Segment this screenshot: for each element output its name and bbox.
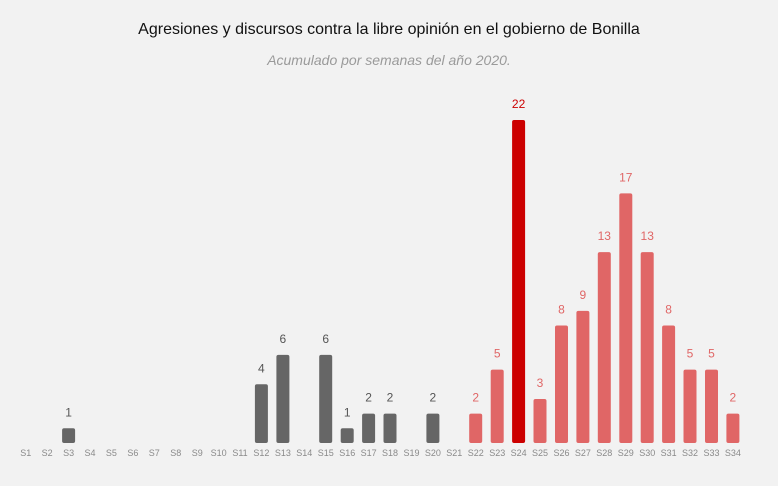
x-tick-label: S19 [403, 448, 419, 458]
x-tick-label: S13 [275, 448, 291, 458]
x-tick-label: S3 [63, 448, 74, 458]
data-label: 2 [387, 391, 394, 405]
data-label: 3 [537, 376, 544, 390]
bar [340, 428, 354, 443]
x-tick-label: S34 [725, 448, 741, 458]
x-tick-label: S9 [192, 448, 203, 458]
x-tick-label: S15 [318, 448, 334, 458]
x-tick-label: S27 [575, 448, 591, 458]
x-tick-label: S12 [253, 448, 269, 458]
data-label: 2 [365, 391, 372, 405]
x-tick-label: S2 [42, 448, 53, 458]
data-label: 1 [65, 405, 72, 419]
bar [426, 413, 440, 443]
bar [383, 413, 397, 443]
x-tick-label: S14 [296, 448, 312, 458]
data-label: 5 [687, 347, 694, 361]
x-tick-label: S23 [489, 448, 505, 458]
bar [62, 428, 76, 443]
x-tick-label: S24 [511, 448, 527, 458]
bar [726, 413, 740, 443]
data-label: 2 [730, 391, 737, 405]
data-label: 1 [344, 405, 351, 419]
x-tick-label: S26 [553, 448, 569, 458]
bar [469, 413, 483, 443]
bar [276, 354, 290, 443]
bar [533, 399, 547, 443]
bar [619, 193, 633, 443]
x-tick-label: S1 [20, 448, 31, 458]
x-tick-label: S7 [149, 448, 160, 458]
x-tick-label: S17 [361, 448, 377, 458]
bar [319, 354, 333, 443]
bar [705, 369, 718, 443]
chart-title: Agresiones y discursos contra la libre o… [138, 21, 640, 38]
data-label: 9 [580, 288, 587, 302]
bar [576, 310, 590, 443]
data-label: 6 [322, 332, 329, 346]
data-label: 17 [619, 170, 633, 184]
data-label: 2 [430, 391, 437, 405]
x-tick-label: S10 [211, 448, 227, 458]
bar [362, 413, 376, 443]
bar [683, 369, 697, 443]
chart-subtitle: Acumulado por semanas del año 2020. [267, 52, 511, 68]
x-tick-label: S32 [682, 448, 698, 458]
x-tick-label: S33 [703, 448, 719, 458]
data-label: 2 [472, 391, 479, 405]
x-tick-label: S21 [446, 448, 462, 458]
x-tick-label: S4 [84, 448, 95, 458]
x-tick-label: S16 [339, 448, 355, 458]
bar [597, 252, 611, 443]
x-tick-label: S28 [596, 448, 612, 458]
bar [490, 369, 504, 443]
x-tick-label: S6 [127, 448, 138, 458]
bar [254, 384, 268, 443]
bar [662, 325, 676, 443]
bar [555, 325, 568, 443]
data-label: 4 [258, 361, 265, 375]
bar [512, 120, 526, 443]
data-label: 5 [494, 347, 501, 361]
x-tick-label: S18 [382, 448, 398, 458]
data-label: 22 [512, 97, 526, 111]
x-tick-label: S25 [532, 448, 548, 458]
x-tick-label: S8 [170, 448, 181, 458]
x-tick-label: S30 [639, 448, 655, 458]
bar [640, 252, 654, 443]
x-tick-label: S29 [618, 448, 634, 458]
x-tick-label: S5 [106, 448, 117, 458]
data-label: 13 [641, 229, 655, 243]
data-label: 8 [665, 303, 672, 317]
x-tick-label: S31 [661, 448, 677, 458]
data-label: 8 [558, 303, 565, 317]
data-label: 6 [280, 332, 287, 346]
data-label: 5 [708, 347, 715, 361]
x-tick-label: S11 [232, 448, 247, 458]
x-tick-label: S22 [468, 448, 484, 458]
x-tick-label: S20 [425, 448, 441, 458]
data-label: 13 [598, 229, 612, 243]
